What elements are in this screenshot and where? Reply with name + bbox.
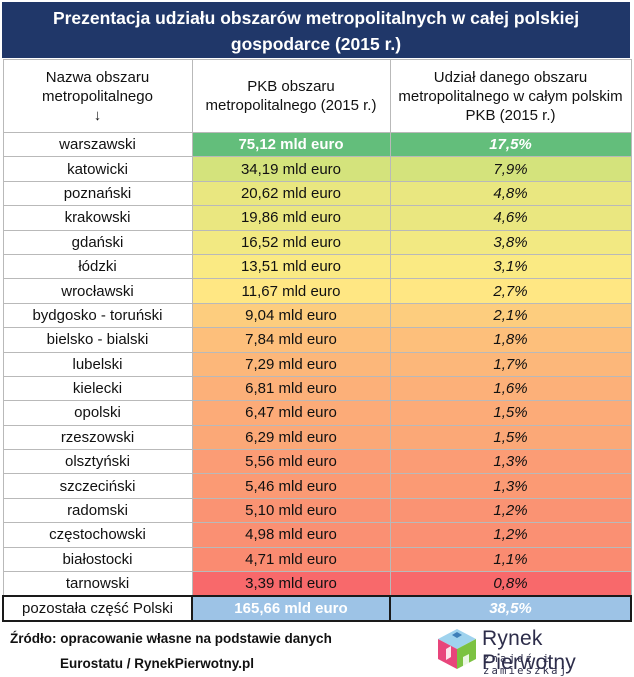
header-pkb-label: PKB obszaru metropolitalnego (2015 r.): [205, 78, 377, 114]
row-name-cell: tarnowski: [2, 571, 193, 597]
row-pkb-cell: 5,10 mld euro: [191, 497, 391, 524]
table-row: szczeciński 5,46 mld euro 1,3%: [2, 473, 632, 499]
row-share-cell: 1,5%: [389, 424, 632, 451]
header-row: Nazwa obszaru metropolitalnego ↓ PKB obs…: [2, 59, 632, 133]
total-name-cell: pozostała część Polski: [2, 595, 193, 623]
row-share-cell: 1,7%: [389, 351, 632, 377]
row-name-cell: bielsko - bialski: [2, 327, 193, 353]
row-share-cell: 3,1%: [389, 253, 632, 280]
row-name-cell: warszawski: [2, 131, 193, 158]
row-pkb-cell: 3,39 mld euro: [191, 571, 391, 597]
table-row: łódzki 13,51 mld euro 3,1%: [2, 253, 632, 280]
gdp-table: Nazwa obszaru metropolitalnego ↓ PKB obs…: [2, 59, 632, 623]
row-share-cell: 1,6%: [389, 375, 632, 402]
logo-tagline: znajdź i zamieszkaj: [483, 653, 569, 677]
source-note: Źródło: opracowanie własne na podstawie …: [10, 626, 332, 676]
row-share-cell: 1,1%: [389, 546, 632, 573]
table-row: poznański 20,62 mld euro 4,8%: [2, 180, 632, 207]
table-row: bielsko - bialski 7,84 mld euro 1,8%: [2, 327, 632, 353]
logo-name: Rynek Pierwotny: [482, 627, 577, 674]
row-pkb-cell: 34,19 mld euro: [191, 156, 391, 182]
table-row: bydgosko - toruński 9,04 mld euro 2,1%: [2, 302, 632, 329]
total-share-cell: 38,5%: [389, 595, 632, 623]
table-row: warszawski 75,12 mld euro 17,5%: [2, 131, 632, 158]
table-title: Prezentacja udziału obszarów metropolita…: [2, 2, 630, 58]
row-pkb-cell: 5,46 mld euro: [191, 473, 391, 499]
row-name-cell: rzeszowski: [2, 424, 193, 451]
row-pkb-cell: 16,52 mld euro: [191, 229, 391, 255]
table-row: olsztyński 5,56 mld euro 1,3%: [2, 449, 632, 475]
table-row: białostocki 4,71 mld euro 1,1%: [2, 546, 632, 573]
total-row: pozostała część Polski 165,66 mld euro 3…: [2, 595, 632, 623]
source-line-1: Źródło: opracowanie własne na podstawie …: [10, 631, 332, 646]
table-row: wrocławski 11,67 mld euro 2,7%: [2, 278, 632, 304]
row-name-cell: radomski: [2, 497, 193, 524]
row-share-cell: 17,5%: [389, 131, 632, 158]
source-line-2: Eurostatu / RynekPierwotny.pl: [60, 656, 255, 671]
row-pkb-cell: 7,84 mld euro: [191, 327, 391, 353]
header-pkb: PKB obszaru metropolitalnego (2015 r.): [191, 59, 391, 133]
row-share-cell: 7,9%: [389, 156, 632, 182]
row-name-cell: bydgosko - toruński: [2, 302, 193, 329]
table-row: lubelski 7,29 mld euro 1,7%: [2, 351, 632, 377]
row-name-cell: szczeciński: [2, 473, 193, 499]
table-row: rzeszowski 6,29 mld euro 1,5%: [2, 424, 632, 451]
header-name: Nazwa obszaru metropolitalnego ↓: [2, 59, 193, 133]
row-name-cell: katowicki: [2, 156, 193, 182]
row-name-cell: wrocławski: [2, 278, 193, 304]
row-share-cell: 1,8%: [389, 327, 632, 353]
row-pkb-cell: 4,98 mld euro: [191, 522, 391, 548]
row-name-cell: poznański: [2, 180, 193, 207]
row-share-cell: 2,1%: [389, 302, 632, 329]
row-name-cell: opolski: [2, 400, 193, 426]
row-pkb-cell: 6,81 mld euro: [191, 375, 391, 402]
row-pkb-cell: 5,56 mld euro: [191, 449, 391, 475]
row-name-cell: krakowski: [2, 205, 193, 231]
row-share-cell: 1,2%: [389, 522, 632, 548]
row-pkb-cell: 20,62 mld euro: [191, 180, 391, 207]
row-share-cell: 1,3%: [389, 473, 632, 499]
table-body: warszawski 75,12 mld euro 17,5% katowicki 34…: [2, 131, 632, 597]
row-share-cell: 3,8%: [389, 229, 632, 255]
row-pkb-cell: 7,29 mld euro: [191, 351, 391, 377]
row-share-cell: 2,7%: [389, 278, 632, 304]
row-pkb-cell: 6,47 mld euro: [191, 400, 391, 426]
table-row: katowicki 34,19 mld euro 7,9%: [2, 156, 632, 182]
row-name-cell: białostocki: [2, 546, 193, 573]
row-share-cell: 4,8%: [389, 180, 632, 207]
row-share-cell: 1,5%: [389, 400, 632, 426]
row-pkb-cell: 9,04 mld euro: [191, 302, 391, 329]
row-share-cell: 4,6%: [389, 205, 632, 231]
row-pkb-cell: 6,29 mld euro: [191, 424, 391, 451]
table-row: radomski 5,10 mld euro 1,2%: [2, 497, 632, 524]
row-name-cell: lubelski: [2, 351, 193, 377]
row-pkb-cell: 13,51 mld euro: [191, 253, 391, 280]
row-name-cell: kielecki: [2, 375, 193, 402]
row-pkb-cell: 75,12 mld euro: [191, 131, 391, 158]
header-share-label: Udział danego obszaru metropolitalnego w…: [398, 68, 623, 124]
row-share-cell: 1,2%: [389, 497, 632, 524]
row-share-cell: 0,8%: [389, 571, 632, 597]
row-pkb-cell: 4,71 mld euro: [191, 546, 391, 573]
row-share-cell: 1,3%: [389, 449, 632, 475]
row-name-cell: olsztyński: [2, 449, 193, 475]
total-pkb-cell: 165,66 mld euro: [191, 595, 391, 623]
table-row: tarnowski 3,39 mld euro 0,8%: [2, 571, 632, 597]
row-pkb-cell: 19,86 mld euro: [191, 205, 391, 231]
row-pkb-cell: 11,67 mld euro: [191, 278, 391, 304]
row-name-cell: gdański: [2, 229, 193, 255]
row-name-cell: częstochowski: [2, 522, 193, 548]
house-cube-logo-icon: [438, 629, 476, 669]
table-row: gdański 16,52 mld euro 3,8%: [2, 229, 632, 255]
header-share: Udział danego obszaru metropolitalnego w…: [389, 59, 632, 133]
table-row: częstochowski 4,98 mld euro 1,2%: [2, 522, 632, 548]
table-row: krakowski 19,86 mld euro 4,6%: [2, 205, 632, 231]
down-arrow-icon: ↓: [93, 106, 102, 124]
brand-logo: Rynek Pierwotny znajdź i zamieszkaj: [430, 625, 634, 677]
header-name-label: Nazwa obszaru metropolitalnego: [42, 68, 153, 105]
row-name-cell: łódzki: [2, 253, 193, 280]
table-row: kielecki 6,81 mld euro 1,6%: [2, 375, 632, 402]
table-row: opolski 6,47 mld euro 1,5%: [2, 400, 632, 426]
